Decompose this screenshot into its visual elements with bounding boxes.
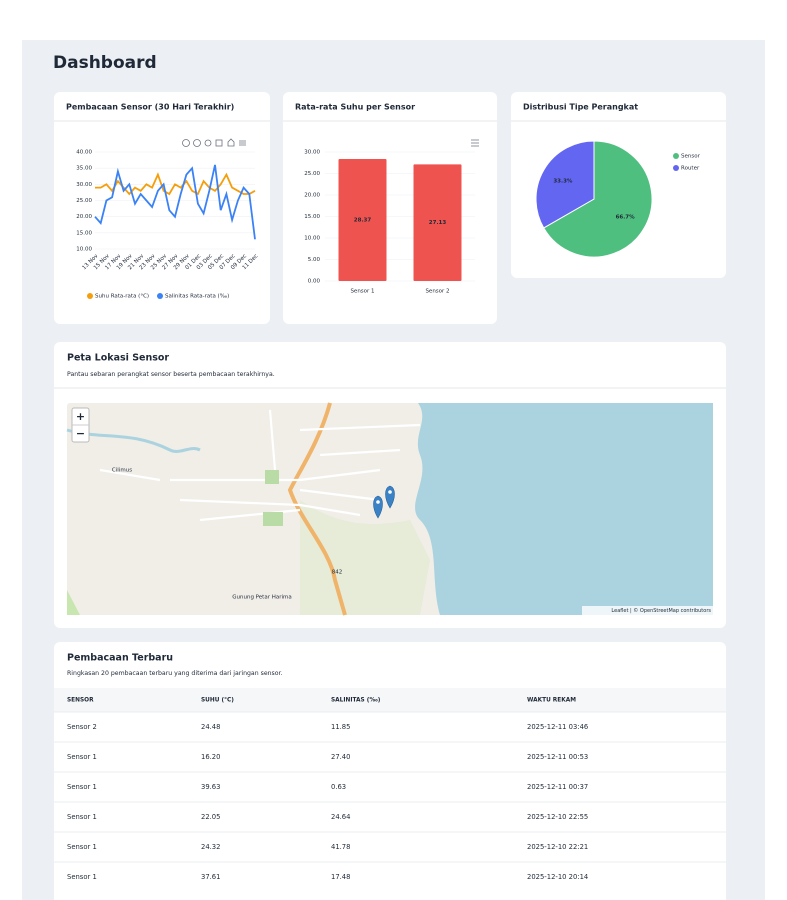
table-cell: 2025-12-11 00:53: [527, 753, 588, 761]
bar: [338, 159, 387, 281]
zoom-in[interactable]: +: [76, 410, 85, 423]
map-place-label: Gunung Petar Harima: [232, 595, 292, 601]
bar-value-label: 28.37: [354, 218, 372, 224]
table-cell: 2025-12-10 20:14: [527, 873, 588, 881]
y-tick-label: 25.00: [304, 171, 320, 177]
table-header: SALINITAS (‰): [331, 698, 381, 704]
y-tick-label: 25.00: [76, 198, 92, 204]
table-cell: Sensor 1: [67, 843, 97, 851]
table-cell: 27.40: [331, 753, 350, 761]
table-cell: Sensor 1: [67, 753, 97, 761]
table-header: WAKTU REKAM: [527, 698, 576, 704]
section-subtitle: Pantau sebaran perangkat sensor beserta …: [67, 371, 275, 378]
card: [283, 92, 497, 324]
y-tick-label: 0.00: [308, 279, 321, 285]
slice-label: 66.7%: [616, 215, 636, 221]
section-title: Peta Lokasi Sensor: [67, 353, 169, 364]
series-line: [94, 164, 256, 240]
table-cell: 17.48: [331, 873, 350, 881]
page-title: Dashboard: [53, 53, 157, 73]
legend-swatch: [673, 153, 679, 159]
y-tick-label: 10.00: [76, 247, 92, 253]
section-subtitle: Ringkasan 20 pembacaan terbaru yang dite…: [67, 670, 283, 677]
table-cell: Sensor 1: [67, 783, 97, 791]
table-cell: 16.20: [201, 753, 220, 761]
table-cell: 22.05: [201, 813, 220, 821]
table-cell: 2025-12-11 03:46: [527, 723, 588, 731]
section-title: Pembacaan Terbaru: [67, 653, 173, 664]
table-cell: 41.78: [331, 843, 350, 851]
table-cell: 0.63: [331, 783, 346, 791]
table-header: SUHU (°C): [201, 698, 234, 704]
y-tick-label: 30.00: [76, 182, 92, 188]
legend-swatch: [673, 165, 679, 171]
bar-value-label: 27.13: [429, 220, 447, 226]
legend-label: Sensor: [681, 154, 701, 160]
table-cell: 39.63: [201, 783, 220, 791]
table-cell: Sensor 1: [67, 873, 97, 881]
table-cell: 24.32: [201, 843, 220, 851]
legend-swatch: [157, 293, 163, 299]
table-cell: Sensor 1: [67, 813, 97, 821]
map-place-label: Cilimus: [112, 468, 132, 474]
table-cell: 37.61: [201, 873, 220, 881]
table-cell: 2025-12-11 00:37: [527, 783, 588, 791]
pie-slice: [543, 140, 653, 258]
y-tick-label: 20.00: [76, 214, 92, 220]
card: [54, 642, 726, 900]
chart-menu[interactable]: [471, 139, 479, 147]
table-cell: 11.85: [331, 723, 350, 731]
y-tick-label: 35.00: [76, 166, 92, 172]
table-cell: Sensor 2: [67, 723, 97, 731]
card: [54, 92, 270, 324]
table-header-bg: [54, 688, 726, 712]
map-place-label: 842: [332, 570, 343, 576]
x-tick-label: Sensor 2: [425, 289, 449, 295]
legend-swatch: [87, 293, 93, 299]
slice-label: 33.3%: [553, 178, 573, 184]
legend-label: Suhu Rata-rata (°C): [95, 294, 149, 300]
table-header: SENSOR: [67, 698, 94, 704]
y-tick-label: 5.00: [308, 257, 321, 263]
y-tick-label: 10.00: [304, 236, 320, 242]
legend-label: Salinitas Rata-rata (‰): [165, 294, 229, 300]
bar: [413, 164, 462, 281]
chart-title: Distribusi Tipe Perangkat: [523, 103, 638, 112]
y-tick-label: 40.00: [76, 150, 92, 156]
map-attribution[interactable]: Leaflet | © OpenStreetMap contributors: [611, 607, 711, 614]
table-cell: 2025-12-10 22:55: [527, 813, 588, 821]
y-tick-label: 20.00: [304, 193, 320, 199]
y-tick-label: 15.00: [304, 214, 320, 220]
chart-title: Rata-rata Suhu per Sensor: [295, 103, 415, 112]
chart-title: Pembacaan Sensor (30 Hari Terakhir): [66, 103, 234, 112]
y-tick-label: 15.00: [76, 230, 92, 236]
map-marker[interactable]: [373, 485, 395, 519]
table-cell: 24.48: [201, 723, 220, 731]
table-cell: 24.64: [331, 813, 350, 821]
pie-slice: [535, 140, 595, 229]
table-cell: 2025-12-10 22:21: [527, 843, 588, 851]
chart-toolbar[interactable]: [182, 138, 247, 147]
legend-label: Router: [681, 166, 700, 172]
x-tick-label: Sensor 1: [350, 289, 374, 295]
map[interactable]: [66, 402, 713, 616]
y-tick-label: 30.00: [304, 150, 320, 156]
zoom-out[interactable]: −: [76, 427, 85, 440]
